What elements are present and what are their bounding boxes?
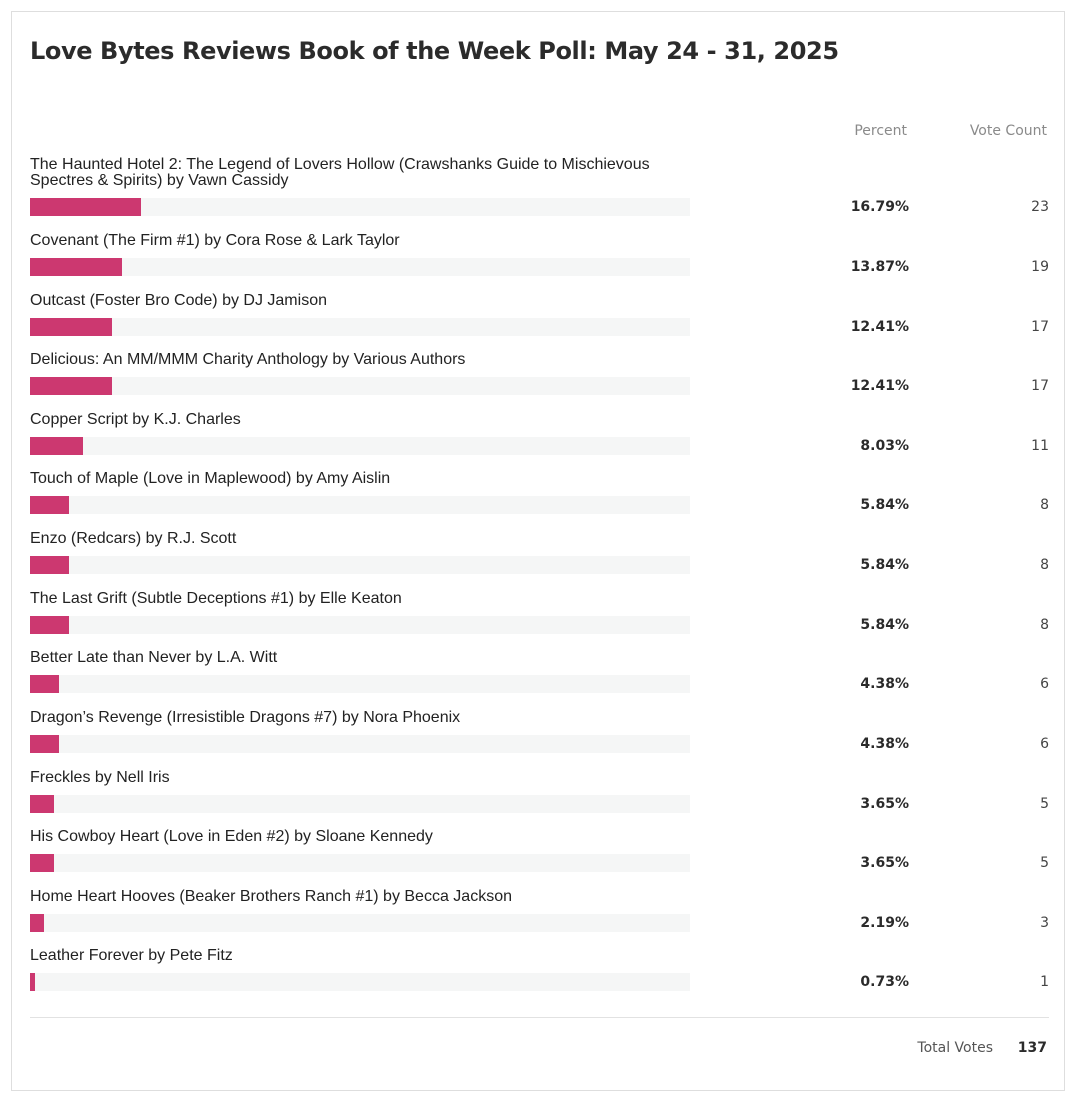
total-votes-label: Total Votes	[917, 1040, 993, 1056]
book-title: Touch of Maple (Love in Maplewood) by Am…	[30, 470, 391, 487]
divider	[30, 1017, 1049, 1018]
vote-bar-track	[30, 854, 690, 872]
book-title: The Last Grift (Subtle Deceptions #1) by…	[30, 590, 402, 607]
percent-value: 3.65%	[860, 855, 909, 871]
result-row: Dragon’s Revenge (Irresistible Dragons #…	[30, 697, 1049, 753]
result-row: Leather Forever by Pete Fitz 0.73% 1	[30, 935, 1049, 991]
percent-value: 5.84%	[860, 497, 909, 513]
vote-bar-track	[30, 616, 690, 634]
result-row: His Cowboy Heart (Love in Eden #2) by Sl…	[30, 816, 1049, 872]
vote-bar-track	[30, 258, 690, 276]
result-row: Covenant (The Firm #1) by Cora Rose & La…	[30, 220, 1049, 276]
poll-results-card: Love Bytes Reviews Book of the Week Poll…	[11, 11, 1065, 1091]
vote-count-value: 8	[1040, 497, 1049, 513]
percent-value: 4.38%	[860, 736, 909, 752]
percent-value: 8.03%	[860, 438, 909, 454]
vote-count-value: 23	[1031, 199, 1049, 215]
vote-bar-track	[30, 973, 690, 991]
vote-count-value: 8	[1040, 617, 1049, 633]
vote-bar	[30, 854, 54, 872]
result-row: Enzo (Redcars) by R.J. Scott 5.84% 8	[30, 518, 1049, 574]
vote-bar-track	[30, 198, 690, 216]
vote-bar	[30, 496, 69, 514]
vote-count-value: 17	[1031, 378, 1049, 394]
vote-bar	[30, 616, 69, 634]
book-title: Covenant (The Firm #1) by Cora Rose & La…	[30, 232, 400, 249]
book-title: Better Late than Never by L.A. Witt	[30, 649, 278, 666]
total-votes-value: 137	[1017, 1040, 1047, 1056]
vote-bar-track	[30, 437, 690, 455]
vote-bar-track	[30, 496, 690, 514]
vote-bar	[30, 198, 141, 216]
percent-value: 16.79%	[850, 199, 909, 215]
book-title: Home Heart Hooves (Beaker Brothers Ranch…	[30, 888, 512, 905]
vote-bar	[30, 795, 54, 813]
result-row: Better Late than Never by L.A. Witt 4.38%…	[30, 637, 1049, 693]
result-row: The Last Grift (Subtle Deceptions #1) by…	[30, 578, 1049, 634]
percent-value: 12.41%	[850, 319, 909, 335]
vote-bar	[30, 675, 59, 693]
vote-bar	[30, 973, 35, 991]
book-title: The Haunted Hotel 2: The Legend of Lover…	[30, 156, 650, 189]
vote-bar	[30, 318, 112, 336]
result-row: Touch of Maple (Love in Maplewood) by Am…	[30, 458, 1049, 514]
vote-bar	[30, 258, 122, 276]
book-title: Enzo (Redcars) by R.J. Scott	[30, 530, 237, 547]
vote-count-value: 5	[1040, 855, 1049, 871]
vote-bar-track	[30, 556, 690, 574]
percent-column-header: Percent	[854, 123, 907, 139]
vote-bar-track	[30, 377, 690, 395]
vote-bar	[30, 437, 83, 455]
percent-value: 3.65%	[860, 796, 909, 812]
vote-bar	[30, 556, 69, 574]
vote-bar-track	[30, 914, 690, 932]
book-title: Dragon’s Revenge (Irresistible Dragons #…	[30, 709, 461, 726]
vote-count-value: 11	[1031, 438, 1049, 454]
vote-count-column-header: Vote Count	[969, 123, 1047, 139]
vote-bar	[30, 914, 44, 932]
percent-value: 5.84%	[860, 617, 909, 633]
book-title: Freckles by Nell Iris	[30, 769, 170, 786]
percent-value: 13.87%	[850, 259, 909, 275]
percent-value: 2.19%	[860, 915, 909, 931]
percent-value: 12.41%	[850, 378, 909, 394]
result-row: Outcast (Foster Bro Code) by DJ Jamison 1…	[30, 280, 1049, 336]
percent-value: 0.73%	[860, 974, 909, 990]
vote-count-value: 3	[1040, 915, 1049, 931]
vote-bar-track	[30, 318, 690, 336]
result-row: Freckles by Nell Iris 3.65% 5	[30, 757, 1049, 813]
vote-count-value: 5	[1040, 796, 1049, 812]
book-title: Leather Forever by Pete Fitz	[30, 947, 233, 964]
vote-count-value: 1	[1040, 974, 1049, 990]
book-title: Copper Script by K.J. Charles	[30, 411, 241, 428]
result-row: The Haunted Hotel 2: The Legend of Lover…	[30, 156, 1049, 216]
vote-bar-track	[30, 795, 690, 813]
vote-count-value: 6	[1040, 676, 1049, 692]
result-row: Home Heart Hooves (Beaker Brothers Ranch…	[30, 876, 1049, 932]
poll-title: Love Bytes Reviews Book of the Week Poll…	[30, 37, 839, 65]
book-title: Outcast (Foster Bro Code) by DJ Jamison	[30, 292, 327, 309]
vote-bar-track	[30, 735, 690, 753]
result-row: Copper Script by K.J. Charles 8.03% 11	[30, 399, 1049, 455]
vote-bar	[30, 735, 59, 753]
vote-bar-track	[30, 675, 690, 693]
percent-value: 5.84%	[860, 557, 909, 573]
vote-bar	[30, 377, 112, 395]
book-title: His Cowboy Heart (Love in Eden #2) by Sl…	[30, 828, 433, 845]
vote-count-value: 8	[1040, 557, 1049, 573]
percent-value: 4.38%	[860, 676, 909, 692]
book-title: Delicious: An MM/MMM Charity Anthology b…	[30, 351, 466, 368]
result-row: Delicious: An MM/MMM Charity Anthology b…	[30, 339, 1049, 395]
vote-count-value: 19	[1031, 259, 1049, 275]
vote-count-value: 6	[1040, 736, 1049, 752]
vote-count-value: 17	[1031, 319, 1049, 335]
